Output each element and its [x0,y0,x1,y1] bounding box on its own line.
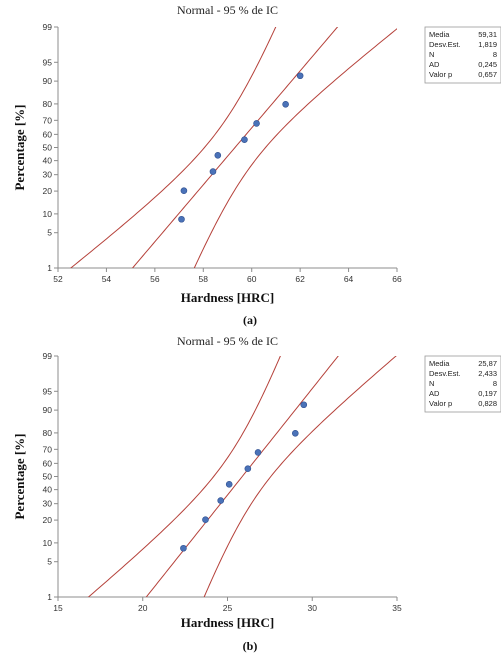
x-tick-label: 64 [344,274,354,284]
stats-box [424,26,501,84]
y-axis-label: Percentage [%] [12,433,27,519]
stats-value: 8 [493,379,497,388]
data-point [241,136,248,143]
y-tick-label: 95 [43,386,53,396]
data-point [214,152,222,159]
data-point [291,429,299,437]
x-tick-label: 56 [150,274,160,284]
stats-label: Desv.Est. [429,369,461,378]
stats-label: Valor p [429,70,452,79]
y-tick-label: 50 [43,143,53,153]
y-tick-label: 1 [47,592,52,602]
fit-line [145,356,339,597]
x-tick-label: 52 [53,274,63,284]
stats-value: 1,819 [478,40,497,49]
stats-value: 0,245 [478,60,497,69]
y-tick-label: 90 [43,76,53,86]
data-point [254,449,262,456]
fit-group [69,27,397,268]
stats-label: N [429,379,434,388]
x-tick-label: 62 [295,274,305,284]
data-point [296,72,304,80]
stats-value: 0,657 [478,70,497,79]
y-tick-label: 40 [43,156,53,166]
stats-value: 8 [493,50,497,59]
stats-value: 2,433 [478,369,497,378]
x-tick-label: 15 [53,603,63,613]
data-point [178,215,185,223]
y-tick-label: 60 [43,129,53,139]
panel-caption: (a) [243,313,257,327]
x-axis-label: Hardness [HRC] [181,290,275,305]
data-point [217,497,225,504]
y-tick-label: 30 [43,499,53,509]
data-point [180,187,188,195]
stats-label: Valor p [429,399,452,408]
x-tick-label: 54 [102,274,112,284]
x-tick-label: 58 [199,274,209,284]
x-tick-label: 35 [392,603,402,613]
stats-label: Desv.Est. [429,40,461,49]
data-point [180,544,187,552]
y-tick-label: 10 [43,538,53,548]
chart-panel-b: Normal - 95 % de IC 1 5 10 20 30 40 50 60 70 80 90 9… [0,330,501,659]
y-tick-label: 10 [43,209,53,219]
y-tick-label: 70 [43,115,53,125]
y-tick-label: 50 [43,472,53,482]
probability-plot-a: Normal - 95 % de IC 1 5 10 20 30 40 50 60 70 80 90 9… [12,3,501,327]
y-tick-label: 80 [43,428,53,438]
panel-caption: (b) [243,639,258,653]
fit-line [131,27,339,268]
y-tick-label: 5 [47,557,52,567]
stats-label: Media [429,359,450,368]
y-tick-label: 80 [43,99,53,109]
stats-value: 0,828 [478,399,497,408]
chart-panel-a: Normal - 95 % de IC 1 5 10 20 30 40 50 60 70 80 90 9… [12,3,501,327]
y-tick-label: 70 [43,444,53,454]
x-axis-label: Hardness [HRC] [181,615,275,630]
stats-label: AD [429,60,440,69]
chart-title: Normal - 95 % de IC [177,334,278,348]
x-tick-label: 20 [138,603,148,613]
y-tick-label: 99 [43,351,53,361]
y-tick-label: 30 [43,170,53,180]
y-tick-label: 99 [43,22,53,32]
y-tick-label: 90 [43,405,53,415]
y-tick-label: 5 [47,228,52,238]
x-tick-label: 25 [223,603,233,613]
data-point [253,120,260,127]
y-tick-label: 1 [47,263,52,273]
y-tick-label: 60 [43,458,53,468]
data-point [209,168,217,175]
ci-upper-band [203,356,397,597]
chart-title: Normal - 95 % de IC [177,3,278,17]
probability-plot-b: Normal - 95 % de IC151020304050607080909… [12,334,501,653]
stats-label: N [429,50,434,59]
y-tick-label: 20 [43,186,53,196]
x-tick-label: 30 [308,603,318,613]
x-tick-label: 66 [392,274,402,284]
stats-box [424,355,501,413]
fit-group [87,356,397,597]
stats-value: 25,87 [478,359,497,368]
data-point [282,100,289,108]
x-tick-label: 60 [247,274,257,284]
ci-lower-band [87,356,281,597]
y-axis-label: Percentage [%] [12,104,27,190]
data-point [300,401,308,409]
data-point [202,516,209,524]
data-point [244,465,252,472]
data-point [225,481,233,488]
y-tick-label: 40 [43,485,53,495]
ci-lower-band [69,27,277,268]
stats-value: 59,31 [478,30,497,39]
ci-upper-band [193,28,397,268]
stats-value: 0,197 [478,389,497,398]
stats-label: Media [429,30,450,39]
stats-label: AD [429,389,440,398]
y-tick-label: 95 [43,57,53,67]
y-tick-label: 20 [43,515,53,525]
